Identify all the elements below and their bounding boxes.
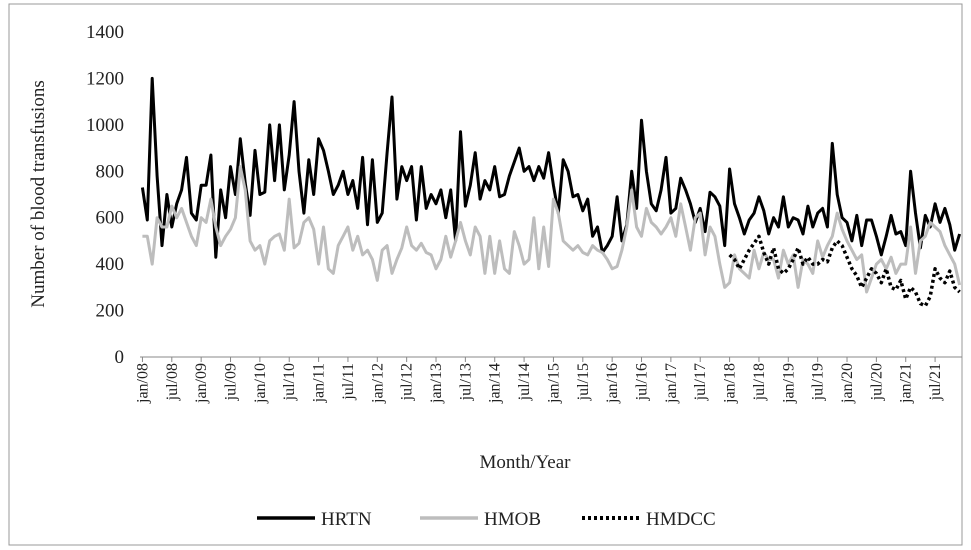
y-tick-label: 600 [96, 208, 125, 229]
x-tick-label: jul/08 [164, 363, 181, 401]
series-line [140, 76, 962, 259]
x-tick-label: jan/08 [134, 363, 151, 404]
x-tick-label: jul/14 [516, 363, 533, 401]
x-tick-label: jan/18 [722, 363, 739, 404]
y-tick-label: 1200 [86, 68, 124, 89]
x-tick-label: jan/14 [487, 363, 504, 404]
y-tick-label: 400 [96, 254, 125, 275]
legend-label: HMOB [484, 509, 541, 530]
x-tick-label: jan/13 [428, 363, 445, 404]
x-tick-label: jul/15 [575, 363, 592, 401]
x-tick-label: jan/10 [252, 363, 269, 404]
frame [8, 3, 963, 546]
x-tick-label: jul/13 [457, 363, 474, 401]
x-tick-label: jul/11 [340, 363, 357, 401]
series-line [728, 234, 961, 308]
x-tick-label: jul/21 [927, 363, 944, 401]
y-tick-label: 1400 [86, 22, 124, 43]
x-tick-label: jan/12 [369, 363, 386, 404]
y-axis-label: Number of blood transfusions [28, 80, 49, 307]
x-tick-label: jul/18 [751, 363, 768, 401]
series-line [142, 165, 962, 294]
x-tick-label: jan/09 [193, 363, 210, 404]
x-tick-label: jan/17 [663, 363, 680, 404]
x-tick-label: jan/19 [780, 363, 797, 404]
y-tick-label: 1000 [86, 115, 124, 136]
x-tick-label: jan/16 [604, 363, 621, 404]
x-axis-label: Month/Year [480, 452, 572, 473]
y-tick-label: 200 [96, 301, 125, 322]
y-tick-label: 0 [115, 347, 125, 368]
x-tick-label: jul/19 [810, 363, 827, 401]
x-tick-label: jul/16 [634, 363, 651, 401]
x-tick-label: jul/09 [223, 363, 240, 401]
legend-label: HMDCC [646, 509, 716, 530]
legend-label: HRTN [321, 509, 372, 530]
x-tick-label: jul/10 [281, 363, 298, 401]
x-tick-label: jan/11 [311, 363, 328, 403]
x-tick-label: jan/20 [839, 363, 856, 404]
y-tick-label: 800 [96, 161, 125, 182]
x-tick-label: jul/20 [868, 363, 885, 401]
x-tick-label: jan/15 [545, 363, 562, 404]
x-tick-label: jul/17 [692, 363, 709, 401]
x-tick-label: jul/12 [399, 363, 416, 401]
x-tick-label: jan/21 [898, 363, 915, 404]
